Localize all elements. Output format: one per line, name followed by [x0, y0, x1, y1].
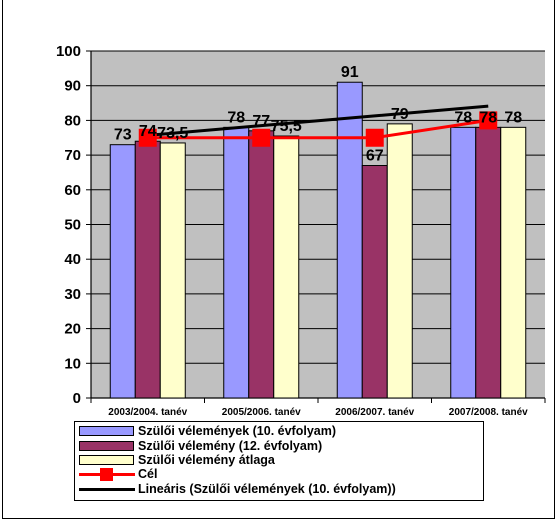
x-tick-label-2007-2008-tanev: 2007/2008. tanév: [449, 407, 528, 418]
bar-szuloi-velemeny-atlaga-1: [273, 135, 300, 399]
y-tick-label-80: 80: [64, 112, 81, 129]
data-label-szuloi-velemeny-atlaga-2: 79: [391, 106, 409, 123]
bar-szuloi-velemenyek-10-evfolyam-2: [336, 81, 363, 399]
y-tick-label-50: 50: [64, 217, 81, 234]
y-tick-label-10: 10: [64, 355, 81, 372]
bar-szuloi-velemeny-atlaga-0: [159, 142, 186, 399]
legend-label-cel: Cél: [138, 467, 158, 481]
bar-szuloi-velemeny-12-evfolyam-3: [475, 126, 502, 399]
y-tick-label-60: 60: [64, 182, 81, 199]
y-tick-label-70: 70: [64, 147, 81, 164]
x-tick-label-2005-2006-tanev: 2005/2006. tanév: [222, 407, 301, 418]
bar-szuloi-velemenyek-10-evfolyam-0: [109, 144, 136, 399]
data-label-szuloi-velemeny-12-evfolyam-3: 78: [479, 109, 497, 126]
data-label-szuloi-velemeny-atlaga-3: 78: [504, 109, 522, 126]
legend-label-atlag: Szülői vélemény átlaga: [138, 453, 275, 467]
data-label-szuloi-velemenyek-10-evfolyam-3: 78: [454, 109, 472, 126]
legend-key-atlag: [79, 454, 135, 466]
y-tick-label-0: 0: [73, 390, 81, 407]
legend-item-12-evfolyam: Szülői vélemény (12. évfolyam): [79, 439, 322, 453]
x-tick-label-2003-2004-tanev: 2003/2004. tanév: [108, 407, 187, 418]
data-label-szuloi-velemeny-12-evfolyam-2: 67: [366, 148, 384, 165]
marker-cel-3: [479, 111, 498, 130]
x-tick-label-2006-2007-tanev: 2006/2007. tanév: [335, 407, 414, 418]
legend-key-cel: [79, 468, 135, 481]
data-label-szuloi-velemeny-12-evfolyam-0: 74: [139, 123, 157, 140]
data-label-szuloi-velemenyek-10-evfolyam-1: 78: [227, 109, 245, 126]
trendline-linearis-szuloi-velemenyek-10-evfolyam: [147, 104, 489, 137]
legend-item-linearis: Lineáris (Szülői vélemények (10. évfolya…: [79, 482, 396, 496]
data-label-szuloi-velemenyek-10-evfolyam-0: 73: [114, 127, 132, 144]
bar-szuloi-velemenyek-10-evfolyam-3: [450, 126, 477, 399]
y-tick-label-40: 40: [64, 251, 81, 268]
y-tick-label-20: 20: [64, 321, 81, 338]
data-label-szuloi-velemeny-atlaga-1: 75,5: [271, 118, 302, 135]
legend-item-atlag: Szülői vélemény átlaga: [79, 453, 275, 467]
bar-szuloi-velemeny-12-evfolyam-2: [361, 165, 388, 399]
legend-label-linearis: Lineáris (Szülői vélemények (10. évfolya…: [138, 482, 396, 496]
data-label-szuloi-velemeny-12-evfolyam-1: 77: [252, 113, 270, 130]
data-label-szuloi-velemenyek-10-evfolyam-2: 91: [341, 64, 359, 81]
chart-svg: 0 10 20 30 40 50 60 70 80 90 100 2003/2004. tanév 20…: [56, 43, 546, 418]
line-cel: [147, 118, 489, 140]
marker-cel-1: [252, 128, 271, 147]
bar-szuloi-velemenyek-10-evfolyam-1: [223, 126, 250, 399]
bar-szuloi-velemeny-atlaga-2: [386, 123, 413, 399]
y-tick-label-90: 90: [64, 78, 81, 95]
bar-szuloi-velemeny-12-evfolyam-1: [248, 130, 275, 399]
marker-cel-2: [365, 128, 384, 147]
legend-item-cel: Cél: [79, 467, 157, 481]
marker-cel-0: [138, 128, 157, 147]
bar-szuloi-velemeny-12-evfolyam-0: [134, 140, 161, 399]
legend-key-linearis: [79, 483, 135, 495]
legend-item-10-evfolyam: Szülői vélemények (10. évfolyam): [79, 424, 336, 438]
legend: Szülői vélemények (10. évfolyam) Szülői …: [74, 421, 484, 501]
legend-key-12-evfolyam: [79, 440, 135, 452]
legend-label-10-evfolyam: Szülői vélemények (10. évfolyam): [138, 424, 337, 438]
legend-key-10-evfolyam: [79, 425, 135, 437]
data-label-szuloi-velemeny-atlaga-0: 73,5: [157, 125, 188, 142]
bar-szuloi-velemeny-atlaga-3: [500, 126, 527, 399]
y-tick-label-30: 30: [64, 286, 81, 303]
y-tick-label-100: 100: [56, 43, 81, 60]
legend-label-12-evfolyam: Szülői vélemény (12. évfolyam): [138, 439, 323, 453]
